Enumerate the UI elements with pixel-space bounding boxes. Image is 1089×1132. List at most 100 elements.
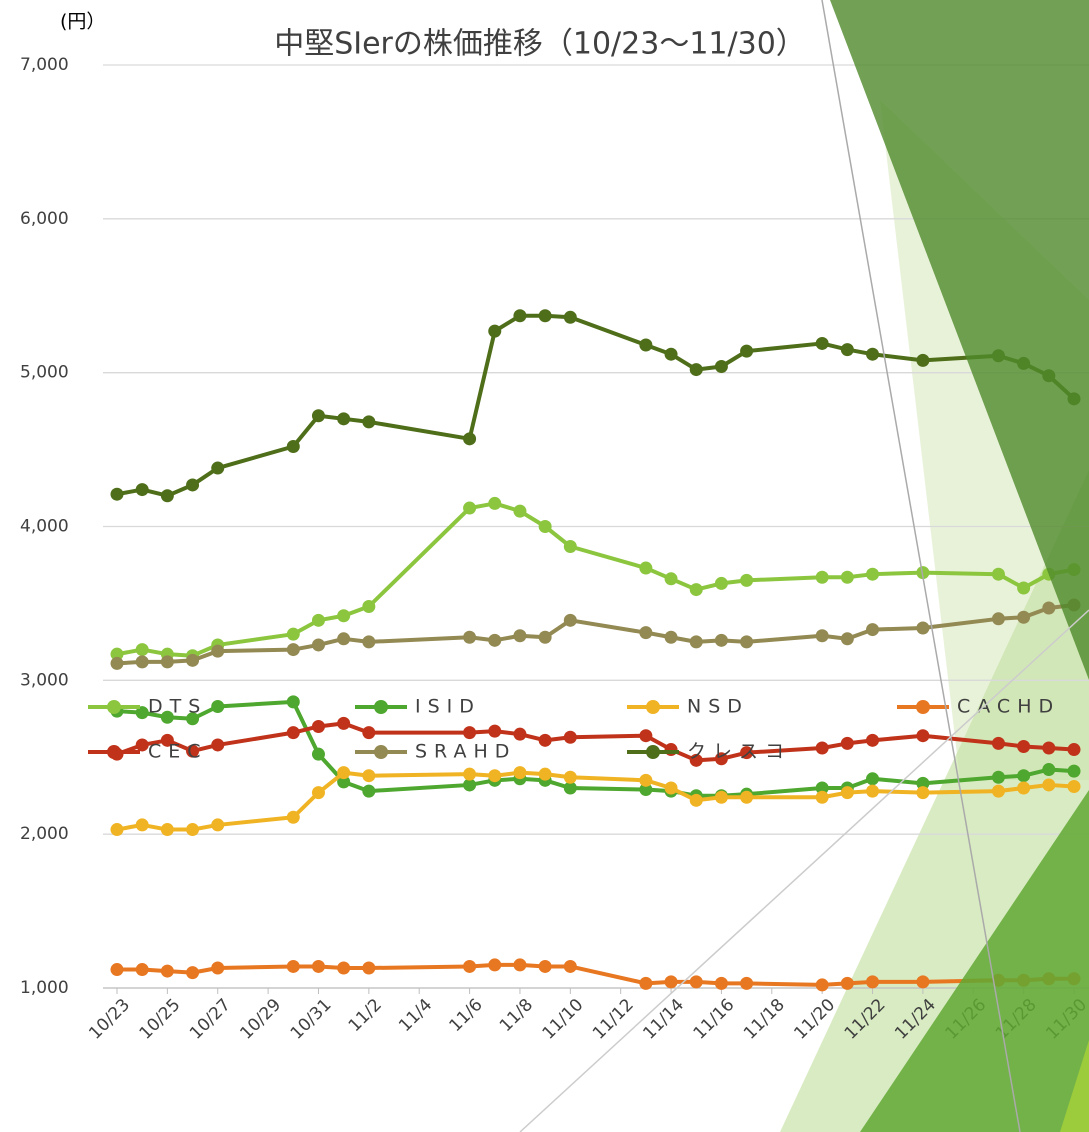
legend-label: NSD — [687, 696, 749, 718]
data-point — [312, 638, 325, 651]
data-point — [136, 963, 149, 976]
data-point — [916, 354, 929, 367]
data-point — [513, 309, 526, 322]
data-point — [690, 363, 703, 376]
y-tick-label: 2,000 — [20, 824, 69, 844]
data-point — [916, 729, 929, 742]
data-point — [362, 635, 375, 648]
y-tick-label: 4,000 — [20, 517, 69, 537]
data-point — [665, 782, 678, 795]
data-point — [715, 977, 728, 990]
data-point — [161, 655, 174, 668]
x-tick-label: 11/6 — [446, 995, 487, 1036]
data-point — [539, 309, 552, 322]
data-point — [740, 635, 753, 648]
y-tick-label: 5,000 — [20, 363, 69, 383]
x-tick-label: 11/8 — [496, 995, 537, 1036]
data-point — [992, 737, 1005, 750]
data-point — [916, 975, 929, 988]
data-point — [287, 440, 300, 453]
y-tick-label: 7,000 — [20, 55, 69, 75]
data-point — [539, 631, 552, 644]
data-point — [136, 818, 149, 831]
data-point — [287, 628, 300, 641]
data-point — [639, 977, 652, 990]
data-point — [1017, 782, 1030, 795]
data-point — [362, 769, 375, 782]
data-point — [513, 728, 526, 741]
data-point — [665, 631, 678, 644]
data-point — [1017, 769, 1030, 782]
series-line — [117, 605, 1074, 663]
data-point — [136, 655, 149, 668]
data-point — [463, 631, 476, 644]
x-tick-label: 11/2 — [345, 995, 386, 1036]
data-point — [362, 962, 375, 975]
data-point — [488, 769, 501, 782]
data-point — [564, 311, 577, 324]
data-point — [816, 978, 829, 991]
data-point — [715, 360, 728, 373]
data-point — [992, 771, 1005, 784]
data-point — [665, 572, 678, 585]
data-point — [639, 626, 652, 639]
data-point — [337, 609, 350, 622]
data-point — [312, 614, 325, 627]
data-point — [1017, 582, 1030, 595]
data-point — [564, 614, 577, 627]
legend-marker — [646, 700, 660, 714]
data-point — [211, 645, 224, 658]
legend-label: クレスコ — [687, 741, 791, 763]
data-point — [841, 632, 854, 645]
data-point — [362, 600, 375, 613]
data-point — [841, 343, 854, 356]
data-point — [715, 577, 728, 590]
data-point — [513, 629, 526, 642]
data-point — [161, 823, 174, 836]
data-point — [564, 731, 577, 744]
data-point — [312, 786, 325, 799]
data-point — [866, 568, 879, 581]
data-point — [690, 635, 703, 648]
data-point — [337, 766, 350, 779]
x-tick-label: 11/14 — [639, 995, 688, 1044]
data-point — [1042, 602, 1055, 615]
data-point — [312, 720, 325, 733]
y-tick-label: 3,000 — [20, 670, 69, 690]
data-point — [816, 791, 829, 804]
data-point — [463, 960, 476, 973]
legend-label: CEC — [148, 741, 208, 763]
data-point — [337, 962, 350, 975]
data-point — [488, 958, 501, 971]
data-point — [816, 571, 829, 584]
x-tick-label: 11/16 — [690, 995, 739, 1044]
data-point — [539, 520, 552, 533]
y-tick-label: 6,000 — [20, 209, 69, 229]
data-point — [1068, 743, 1081, 756]
data-point — [287, 960, 300, 973]
data-point — [866, 734, 879, 747]
legend-label: CACHD — [957, 696, 1060, 718]
data-point — [211, 818, 224, 831]
legend-label: SRAHD — [415, 741, 516, 763]
data-point — [916, 786, 929, 799]
data-point — [690, 794, 703, 807]
data-point — [866, 785, 879, 798]
data-point — [186, 823, 199, 836]
data-point — [362, 785, 375, 798]
data-point — [463, 432, 476, 445]
data-point — [488, 325, 501, 338]
data-point — [287, 811, 300, 824]
data-point — [539, 768, 552, 781]
data-point — [992, 568, 1005, 581]
data-point — [841, 737, 854, 750]
data-point — [740, 791, 753, 804]
data-point — [1017, 740, 1030, 753]
data-point — [1068, 765, 1081, 778]
x-tick-label: 11/18 — [740, 995, 789, 1044]
data-point — [287, 695, 300, 708]
data-point — [211, 700, 224, 713]
data-point — [816, 742, 829, 755]
data-point — [463, 502, 476, 515]
data-point — [337, 412, 350, 425]
